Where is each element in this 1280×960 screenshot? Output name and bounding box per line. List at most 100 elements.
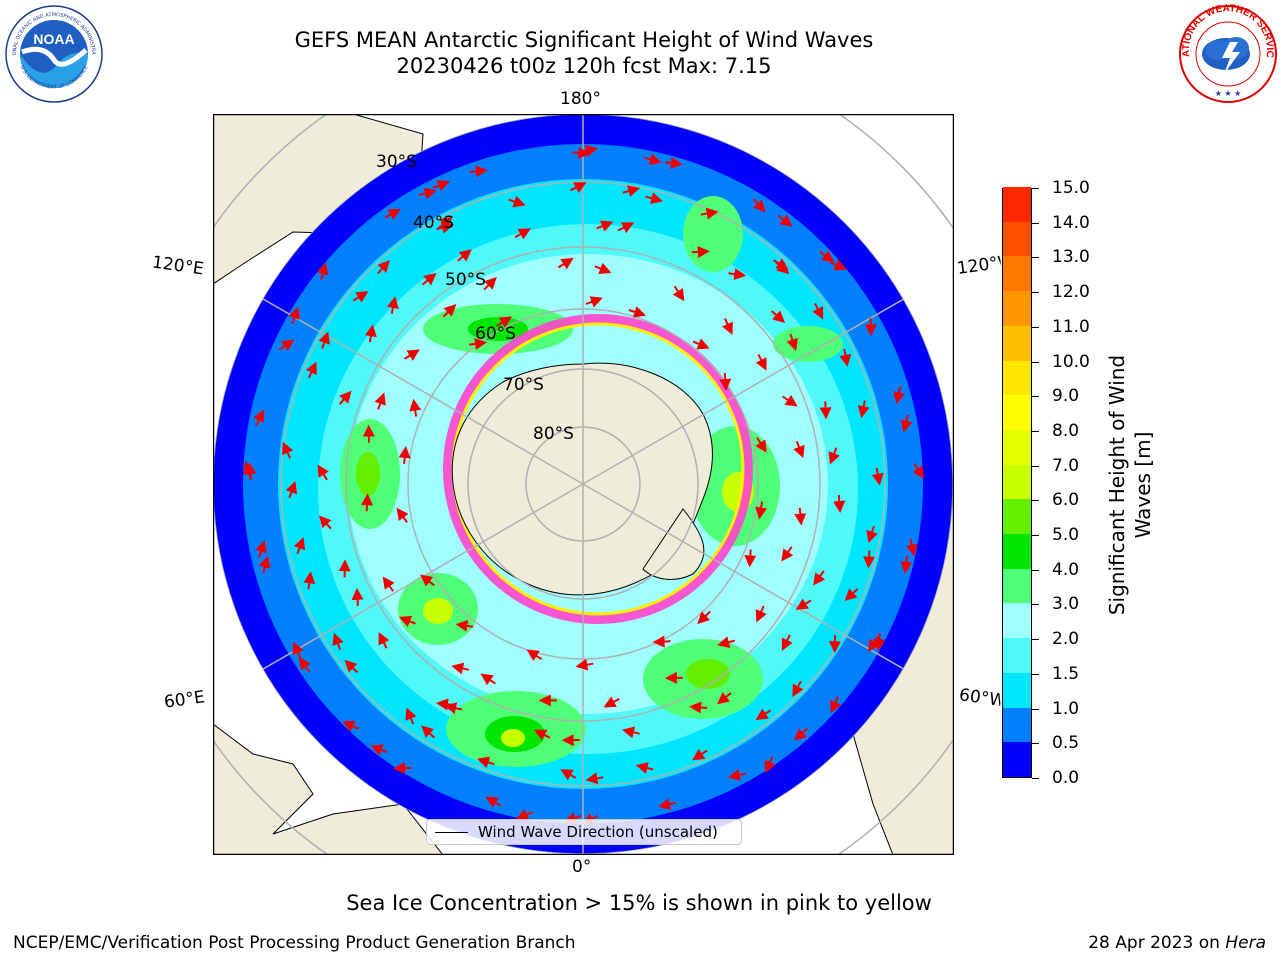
wind-wave-arrow	[912, 463, 924, 479]
wind-wave-arrow	[863, 550, 876, 569]
wind-wave-arrow	[457, 249, 472, 262]
wind-wave-arrow	[285, 481, 298, 499]
wind-wave-arrow	[689, 701, 708, 714]
wind-wave-arrow	[794, 507, 807, 526]
colorbar-tick	[1032, 673, 1039, 675]
wind-wave-arrow	[317, 464, 329, 481]
wind-wave-arrow	[755, 354, 767, 371]
wind-wave-arrow	[585, 772, 604, 785]
wind-wave-arrow	[436, 698, 455, 711]
colorbar-tick-label: 15.0	[1052, 178, 1090, 198]
wind-wave-arrow	[873, 633, 886, 652]
colorbar-tick-label: 1.5	[1052, 663, 1080, 684]
lat-label-60s: 60°S	[475, 324, 516, 344]
wind-wave-arrow	[871, 467, 884, 486]
wind-wave-arrow	[476, 756, 495, 769]
wind-wave-arrow	[719, 373, 732, 391]
wind-wave-arrow	[755, 501, 768, 520]
wind-wave-arrow	[781, 546, 794, 562]
colorbar-segment	[1003, 325, 1031, 361]
colorbar-tick-label: 7.0	[1052, 455, 1080, 476]
legend-label: Wind Wave Direction (unscaled)	[478, 823, 718, 841]
wind-wave-arrow	[652, 635, 671, 648]
colorbar-segment	[1003, 221, 1031, 257]
wind-wave-arrow	[303, 571, 316, 590]
colorbar-tick-label: 13.0	[1052, 247, 1090, 268]
wind-wave-arrow	[572, 146, 591, 159]
wind-wave-arrow	[298, 657, 311, 673]
wind-wave-arrow	[451, 662, 470, 675]
colorbar-tick-label: 6.0	[1052, 490, 1080, 511]
wind-wave-arrow	[773, 258, 789, 270]
colorbar-tick	[1032, 222, 1039, 224]
wind-wave-arrow	[764, 756, 776, 774]
polar-map	[213, 114, 954, 855]
chart-subtitle: 20230426 t00z 120h fcst Max: 7.15	[396, 54, 772, 78]
wind-wave-arrow	[468, 337, 487, 350]
wind-wave-arrow	[829, 259, 847, 271]
colorbar-tick-label: 3.0	[1052, 594, 1080, 615]
colorbar-segment	[1003, 637, 1031, 673]
wind-wave-arrow	[409, 398, 422, 417]
wind-wave-arrow	[316, 262, 329, 281]
lon-label-60w: 60°W	[957, 685, 1003, 711]
wind-wave-arrow	[585, 296, 603, 308]
wind-wave-arrow	[752, 198, 766, 213]
colorbar-tick	[1032, 292, 1039, 294]
wind-wave-arrow	[514, 228, 531, 240]
wind-wave-arrow	[691, 245, 710, 258]
wind-wave-arrow	[716, 692, 732, 705]
lon-label-60e: 60°E	[162, 687, 207, 713]
footer-producer: NCEP/EMC/Verification Post Processing Pr…	[13, 933, 576, 953]
antarctic-peninsula	[642, 508, 705, 580]
colorbar-tick-label: 1.0	[1052, 698, 1080, 719]
wind-wave-arrow	[828, 447, 840, 465]
wind-wave-arrow	[569, 182, 587, 194]
lat-label-70s: 70°S	[503, 375, 544, 395]
wind-wave-arrow	[819, 250, 835, 263]
wind-wave-arrow	[419, 187, 437, 200]
lon-label-120w: 120°W	[955, 253, 1003, 279]
wind-wave-arrow	[594, 262, 612, 275]
wind-wave-arrow	[480, 673, 496, 686]
colorbar-segment	[1003, 568, 1031, 604]
wind-wave-arrow	[405, 707, 417, 725]
wind-wave-arrow	[305, 361, 317, 379]
colorbar-segment	[1003, 186, 1031, 222]
colorbar-segment	[1003, 533, 1031, 569]
wind-wave-arrow	[293, 536, 306, 555]
lat-label-40s: 40°S	[413, 213, 454, 233]
wind-wave-arrow	[421, 725, 435, 739]
footer-date: 28 Apr 2023 on Hera	[1088, 933, 1266, 953]
wind-wave-arrow	[755, 708, 772, 721]
wind-wave-arrow	[755, 437, 767, 453]
colorbar-segment	[1003, 464, 1031, 500]
wind-wave-arrow	[728, 268, 747, 281]
colorbar-tick-label: 10.0	[1052, 351, 1090, 372]
wind-wave-arrow	[288, 306, 300, 325]
wind-wave-arrow	[403, 349, 420, 361]
africa-land	[213, 723, 444, 855]
wind-wave-arrow	[617, 222, 635, 234]
colorbar-tick	[1032, 743, 1039, 745]
wind-wave-arrow	[382, 576, 395, 592]
wind-wave-arrow	[398, 615, 416, 627]
colorbar-tick	[1032, 778, 1039, 779]
colorbar-segment	[1003, 672, 1031, 708]
noaa-logo-text: NOAA	[33, 31, 74, 47]
wind-wave-arrow	[795, 598, 812, 610]
noaa-logo: NOAA NATIONAL OCEANIC AND ATMOSPHERIC AD…	[4, 4, 103, 103]
wind-wave-arrow	[580, 144, 598, 157]
wind-wave-arrow	[722, 318, 733, 335]
wind-wave-arrow	[258, 555, 271, 574]
wind-wave-arrow	[444, 702, 463, 715]
lat-label-80s: 80°S	[533, 424, 574, 444]
map-legend: Wind Wave Direction (unscaled)	[426, 819, 742, 845]
wind-wave-arrow	[442, 304, 457, 318]
wind-wave-arrow	[255, 540, 267, 558]
colorbar-tick-label: 0.5	[1052, 733, 1080, 754]
colorbar-tick	[1032, 188, 1039, 189]
wind-wave-arrow	[420, 574, 435, 587]
wind-wave-arrow	[603, 696, 620, 708]
wind-wave-arrow	[361, 493, 373, 512]
